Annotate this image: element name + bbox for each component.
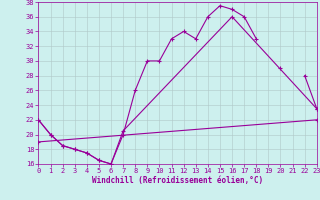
X-axis label: Windchill (Refroidissement éolien,°C): Windchill (Refroidissement éolien,°C) bbox=[92, 176, 263, 185]
